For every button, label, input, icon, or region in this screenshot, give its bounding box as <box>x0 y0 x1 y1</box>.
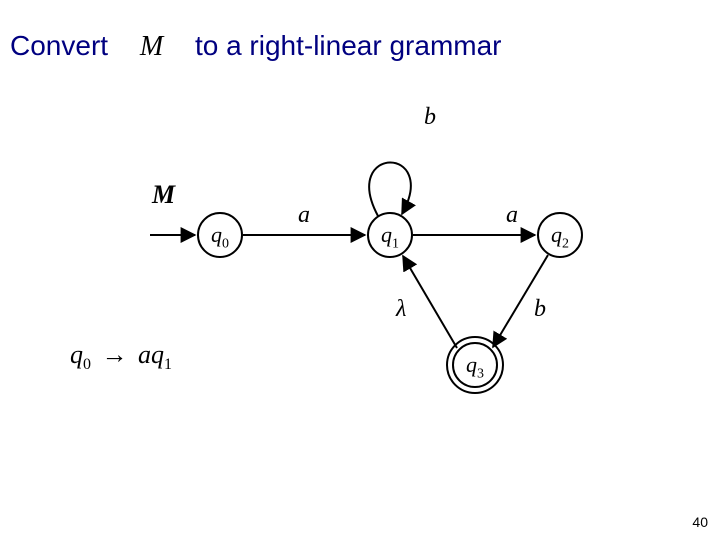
prod-rhs: aq1 <box>138 340 172 369</box>
edge-label-lambda: λ <box>396 296 406 323</box>
edge-label-a1: a <box>298 202 310 229</box>
state-q1: q1 <box>367 212 413 258</box>
state-q3: q3 <box>452 342 498 388</box>
state-q0: q0 <box>197 212 243 258</box>
diagram-M-label: M <box>152 180 175 210</box>
slide-title: Convert M to a right-linear grammar <box>10 30 502 63</box>
edge-label-b-loop: b <box>424 104 436 131</box>
edge-q1-q1-loop <box>369 162 411 216</box>
edge-label-b: b <box>534 296 546 323</box>
edge-label-a2: a <box>506 202 518 229</box>
grammar-production: q0 → aq1 <box>70 340 172 374</box>
edge-q3-q1 <box>403 256 457 348</box>
title-symbol-M: M <box>116 31 187 62</box>
state-q0-label: q0 <box>211 222 229 247</box>
state-q2-label: q2 <box>551 222 569 247</box>
prod-lhs: q0 <box>70 340 91 369</box>
title-rest: to a right-linear grammar <box>195 30 502 61</box>
state-q2: q2 <box>537 212 583 258</box>
automaton-diagram: q0 q1 q2 q3 a b a b λ M <box>130 90 650 410</box>
prod-arrow: → <box>98 340 132 369</box>
page-number: 40 <box>692 514 708 530</box>
title-word-convert: Convert <box>10 30 108 61</box>
state-q1-label: q1 <box>381 222 399 247</box>
state-q3-label: q3 <box>466 352 484 377</box>
